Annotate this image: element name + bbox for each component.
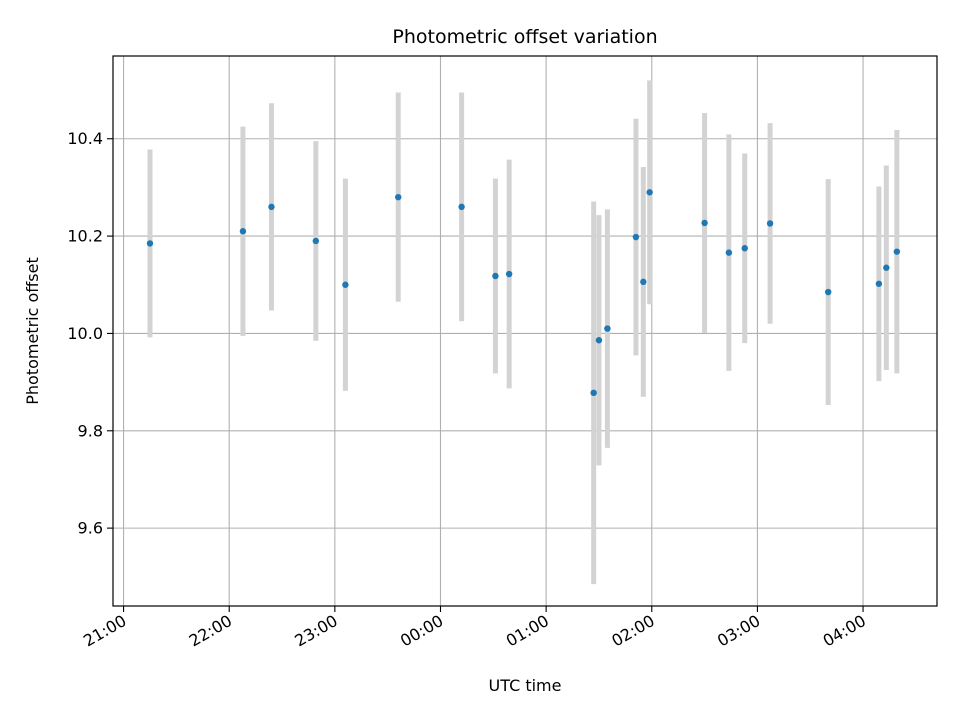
data-point bbox=[640, 278, 647, 286]
x-tick-label: 03:00 bbox=[714, 611, 763, 651]
data-point bbox=[632, 233, 640, 241]
data-point bbox=[824, 288, 832, 296]
y-tick-label: 9.8 bbox=[78, 421, 103, 440]
data-point bbox=[741, 245, 748, 252]
data-point bbox=[312, 237, 320, 245]
x-axis-ticks: 21:00 22:00 23:00 00:00 01:00 02:00 03:00 04:00 bbox=[80, 606, 869, 651]
x-tick-label: 22:00 bbox=[186, 611, 235, 651]
plot-frame bbox=[112, 55, 938, 607]
data-point bbox=[646, 189, 653, 196]
x-tick-label: 21:00 bbox=[80, 611, 129, 651]
x-tick-label: 02:00 bbox=[608, 611, 657, 651]
data-point bbox=[505, 270, 513, 278]
x-tick-label: 23:00 bbox=[291, 611, 340, 651]
data-points bbox=[146, 189, 901, 397]
data-point bbox=[595, 337, 603, 344]
data-point bbox=[395, 193, 402, 201]
x-tick-label: 01:00 bbox=[503, 611, 552, 651]
y-tick-label: 10.4 bbox=[67, 129, 103, 148]
y-tick-label: 10.2 bbox=[67, 227, 103, 246]
data-point bbox=[604, 325, 611, 332]
x-tick-label: 04:00 bbox=[820, 611, 869, 651]
data-point bbox=[458, 203, 465, 211]
data-point bbox=[893, 248, 901, 255]
data-point bbox=[146, 240, 154, 247]
y-tick-label: 10.0 bbox=[67, 324, 103, 343]
x-tick-label: 00:00 bbox=[397, 611, 446, 651]
data-point bbox=[342, 281, 349, 288]
data-point bbox=[883, 264, 890, 271]
data-point bbox=[725, 249, 733, 256]
data-point bbox=[875, 280, 883, 287]
data-point bbox=[590, 389, 597, 397]
y-tick-label: 9.6 bbox=[78, 519, 103, 538]
data-point bbox=[492, 272, 499, 280]
chart-title: Photometric offset variation bbox=[392, 26, 657, 48]
data-point bbox=[239, 228, 247, 235]
y-axis-label: Photometric offset bbox=[23, 257, 42, 405]
y-axis-ticks: 9.6 9.8 10.0 10.2 10.4 bbox=[67, 129, 113, 538]
grid bbox=[113, 56, 937, 606]
data-point bbox=[701, 219, 708, 227]
data-point bbox=[766, 220, 774, 227]
errorbars bbox=[147, 80, 900, 585]
data-point bbox=[268, 203, 275, 211]
x-axis-label: UTC time bbox=[489, 676, 562, 695]
